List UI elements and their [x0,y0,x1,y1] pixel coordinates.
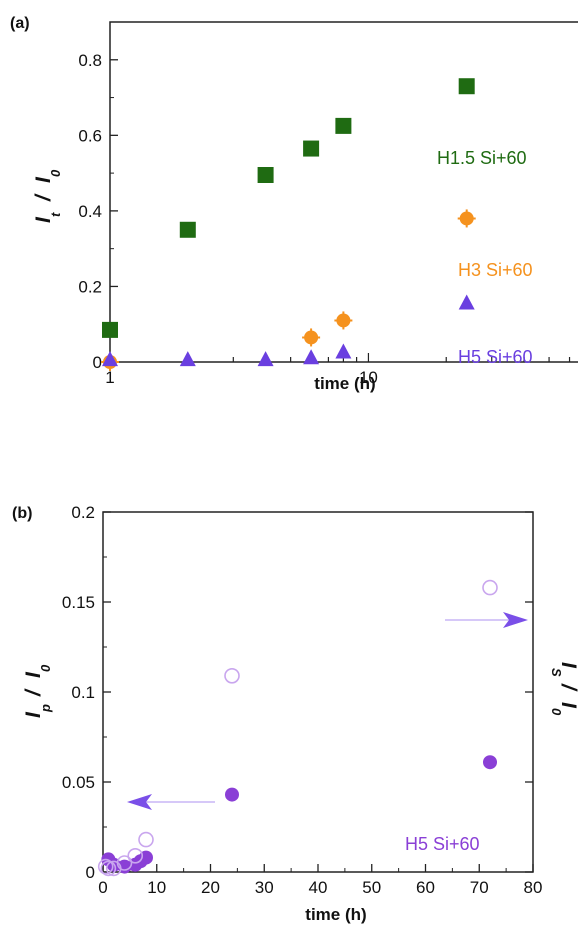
xtick-label-b: 20 [201,878,220,897]
ytick-label-a: 0.2 [78,277,102,296]
ylabel-b-sub: p [38,704,53,713]
panel-b-xlabel: time (h) [305,905,366,924]
left-arrowhead [127,794,152,810]
panel-b-frame [102,511,534,873]
ylabel-b-slash: / [22,688,45,697]
ytick-label-b: 0.1 [71,683,95,702]
panel-b-label: (b) [12,505,32,522]
xtick-label-b: 70 [470,878,489,897]
point-square [102,321,118,338]
point-square [257,167,274,183]
ytick-label-a: 0 [93,353,102,372]
point-triangle [335,343,352,359]
xtick-label-b: 80 [524,878,543,897]
point-open-circle [116,855,133,871]
point-triangle [179,351,196,367]
series-label-h3: H3 Si+60 [458,260,533,280]
xtick-label-b: 40 [309,878,328,897]
panel-a-ylabel: I t / I 0 [32,169,63,223]
panel-b-right-ylabel: I S / I 0 [549,662,578,716]
point-open-circle [100,860,117,877]
ytick-label-b: 0.05 [62,773,95,792]
panel-a-points [101,78,476,371]
panel-a: (a) 0 0.2 0.4 0.6 0.8 1 10 time (h) I t / I 0 … [10,15,578,393]
left-axis-arrow [127,794,215,810]
point-square [335,117,352,134]
point-triangle [458,294,475,310]
ytick-label-a: 0.8 [78,51,102,70]
xtick-label-a: 10 [359,368,378,387]
xtick-label-b: 10 [147,878,166,897]
point-square [303,140,320,157]
point-triangle [257,351,274,367]
ytick-label-b: 0 [86,863,95,882]
point-triangle [303,349,320,365]
panel-b-ylabel: I p / I 0 [22,664,53,718]
series-label-h5: H5 Si+60 [458,347,533,367]
ylabel-a-slash: / [32,193,55,202]
point-open-circle [224,667,240,684]
ylabel-b-I: I [22,711,45,718]
point-square [179,221,196,238]
point-square [458,78,475,95]
right-ylabel-I: I [557,662,578,669]
right-ylabel-sub2: 0 [549,708,564,716]
point-open-circle [97,858,114,875]
point-open-circle [138,831,154,848]
point-open-circle [482,579,498,596]
panel-b-ticks: 0 0.05 0.1 0.15 0.2 0 10 20 30 40 50 60 70 80 [62,503,543,897]
xtick-label-b: 30 [255,878,274,897]
xtick-label-a: 1 [105,368,114,387]
ylabel-a-I2: I [32,176,55,183]
ylabel-b-sub2: 0 [38,664,53,672]
ylabel-a-sub2: 0 [48,169,63,177]
panel-b-points [97,579,498,877]
panel-a-label: (a) [10,15,30,32]
point-filled-circle [483,755,497,770]
right-axis-arrow [445,612,528,628]
series-label-h15: H1.5 Si+60 [437,148,527,168]
right-ylabel-I2: I [557,702,578,709]
series-label-b-h5: H5 Si+60 [405,834,480,854]
ytick-label-b: 0.15 [62,593,95,612]
xtick-label-b: 50 [362,878,381,897]
ytick-label-a: 0.4 [78,202,102,221]
panel-a-ticks: 0 0.2 0.4 0.6 0.8 1 10 [78,21,571,387]
xtick-label-b: 60 [416,878,435,897]
ytick-label-a: 0.6 [78,126,102,145]
right-arrowhead [503,612,528,628]
right-ylabel-sub: S [549,668,564,677]
ytick-label-b: 0.2 [71,503,95,522]
point-triangle [102,351,118,367]
ylabel-a-I: I [32,216,55,223]
xtick-label-b: 0 [98,878,107,897]
panel-a-xlabel: time (h) [314,374,375,393]
right-ylabel-slash: / [557,683,578,692]
ylabel-a-sub: t [48,212,63,217]
point-filled-circle [225,787,239,802]
ylabel-b-I2: I [22,671,45,678]
point-open-circle [127,847,144,864]
panel-a-frame [109,21,578,363]
panel-b: (b) 0 0.05 0.1 0.15 0.2 0 10 20 30 40 50 60 70 80 tim… [12,503,578,924]
